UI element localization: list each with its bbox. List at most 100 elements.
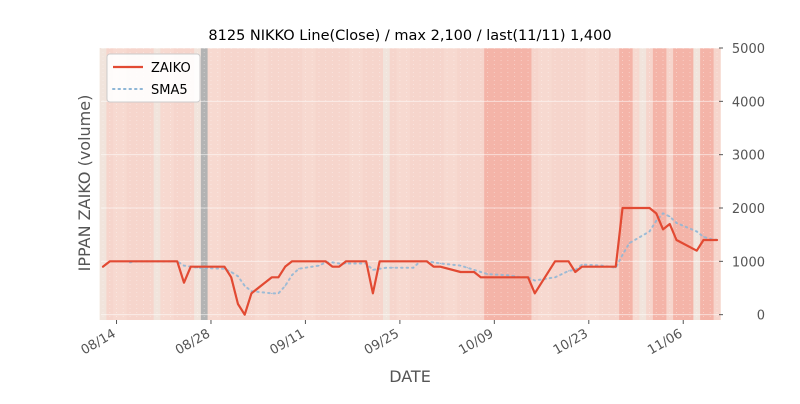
background-band (126, 48, 134, 320)
data-point (318, 260, 320, 262)
data-point (433, 266, 435, 268)
data-point (439, 266, 441, 268)
background-band (463, 48, 472, 320)
background-band (133, 48, 141, 320)
data-point (675, 239, 678, 241)
data-point (696, 250, 698, 252)
x-tick-label: 10/23 (551, 326, 591, 358)
background-band (639, 48, 647, 320)
data-point (230, 271, 232, 273)
data-point (439, 262, 441, 265)
background-band (234, 48, 242, 320)
data-point (109, 260, 111, 262)
data-point (655, 212, 657, 214)
background-band (349, 48, 357, 320)
series-layer (101, 206, 719, 316)
background-band (261, 48, 269, 320)
background-band (153, 48, 161, 320)
background-band (592, 48, 600, 320)
background-band (625, 48, 634, 320)
data-point (486, 276, 489, 278)
data-point (473, 269, 475, 271)
background-band (214, 48, 222, 320)
background-band (322, 48, 330, 320)
data-point (460, 265, 462, 267)
data-point (392, 260, 394, 262)
data-point (372, 292, 374, 294)
x-tick-label: 08/14 (79, 326, 119, 358)
x-tick-label: 08/28 (173, 326, 213, 358)
data-point (250, 292, 253, 294)
data-point (527, 276, 529, 278)
data-point (149, 260, 151, 262)
background-band (416, 48, 424, 320)
legend-label-sma5: SMA5 (151, 83, 188, 98)
x-axis-label: DATE (389, 367, 431, 386)
background-band (335, 48, 343, 320)
background-band (430, 48, 438, 320)
background-band (376, 48, 384, 320)
background-band (565, 48, 573, 320)
data-point (534, 292, 536, 294)
data-point (716, 239, 718, 241)
data-point (486, 273, 489, 275)
background-band (167, 48, 175, 320)
background-band (308, 48, 316, 320)
background-band (693, 48, 701, 320)
x-tick-label: 09/25 (362, 326, 402, 358)
data-point (628, 242, 630, 244)
background-band (450, 48, 458, 320)
data-point (196, 266, 199, 268)
data-point (648, 230, 651, 233)
data-point (142, 260, 145, 262)
y-tick-label: 1000 (732, 255, 765, 270)
data-point (223, 266, 226, 268)
data-point (325, 260, 327, 262)
data-point (183, 282, 185, 284)
data-point (102, 266, 104, 268)
background-band (700, 48, 708, 320)
data-point (419, 260, 421, 262)
background-band (396, 48, 404, 320)
data-point (567, 260, 570, 262)
background-band (227, 48, 235, 320)
background-band (315, 48, 323, 320)
data-point (291, 260, 293, 262)
data-point (284, 285, 286, 287)
data-point (345, 262, 347, 265)
data-point (385, 260, 387, 262)
background-band (457, 48, 465, 320)
background-band (140, 48, 148, 320)
background-band (598, 48, 607, 320)
background-band (612, 48, 620, 320)
data-point (608, 266, 610, 268)
data-point (480, 271, 482, 273)
data-point (426, 260, 428, 262)
background-band (571, 48, 580, 320)
data-point (237, 275, 239, 277)
background-band (268, 48, 276, 320)
background-band (113, 48, 121, 320)
background-band (686, 48, 694, 320)
legend: ZAIKO SMA5 (106, 53, 201, 103)
y-tick-label: 5000 (732, 42, 765, 57)
data-point (244, 285, 246, 287)
x-tick-label: 10/09 (456, 326, 496, 358)
background-band (160, 48, 168, 320)
background-band (673, 48, 681, 320)
data-point (331, 266, 334, 268)
data-point (507, 276, 509, 278)
data-point (190, 266, 192, 268)
legend-label-zaiko: ZAIKO (151, 61, 191, 76)
chart-title: 8125 NIKKO Line(Close) / max 2,100 / las… (208, 28, 611, 44)
data-point (473, 271, 475, 273)
data-point (581, 263, 583, 266)
data-point (581, 266, 583, 268)
background-band (517, 48, 526, 320)
background-band (484, 48, 492, 320)
background-band (544, 48, 553, 320)
data-point (696, 230, 698, 233)
data-point (291, 274, 293, 276)
grid-lines (101, 47, 719, 320)
data-point (507, 274, 509, 276)
